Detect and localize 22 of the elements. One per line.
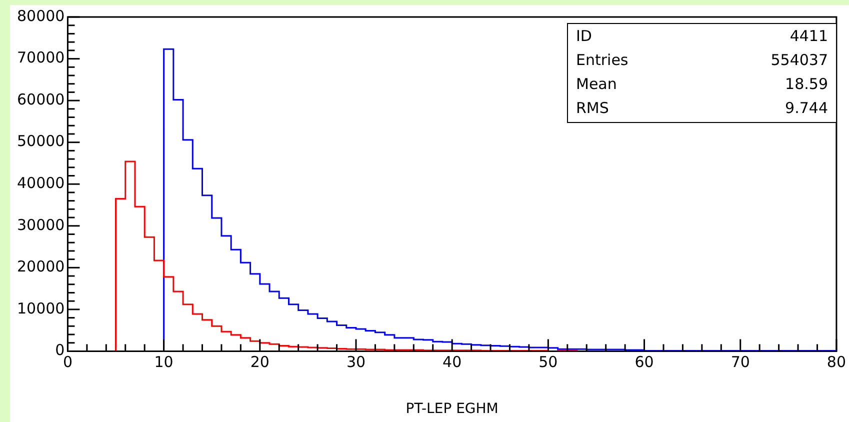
x-tick-label: 80 — [826, 353, 846, 372]
x-tick-label: 40 — [442, 353, 462, 372]
x-tick-label: 70 — [730, 353, 750, 372]
text: Mean 18.59 — [576, 75, 828, 93]
y-tick-label: 0 — [55, 341, 65, 360]
y-tick-label: 80000 — [17, 6, 65, 25]
y-tick-label: 10000 — [17, 299, 65, 318]
x-tick-label: 10 — [154, 353, 174, 372]
y-tick-label: 20000 — [17, 258, 65, 276]
y-tick-label: 30000 — [17, 216, 65, 234]
y-tick-label: 40000 — [17, 174, 65, 192]
text: RMS 9.744 — [576, 99, 828, 117]
x-tick-label: 60 — [634, 353, 654, 372]
y-tick-label: 60000 — [17, 90, 65, 108]
text: Entries 554037 — [576, 51, 828, 69]
x-tick-label: 30 — [346, 353, 366, 372]
x-axis-title: PT-LEP EGHM — [406, 401, 498, 418]
x-tick-label: 20 — [250, 353, 270, 372]
x-tick-label: 50 — [538, 353, 558, 372]
y-tick-label: 50000 — [17, 132, 65, 150]
text: ID 4411 — [576, 27, 828, 45]
y-tick-label: 70000 — [17, 48, 65, 67]
